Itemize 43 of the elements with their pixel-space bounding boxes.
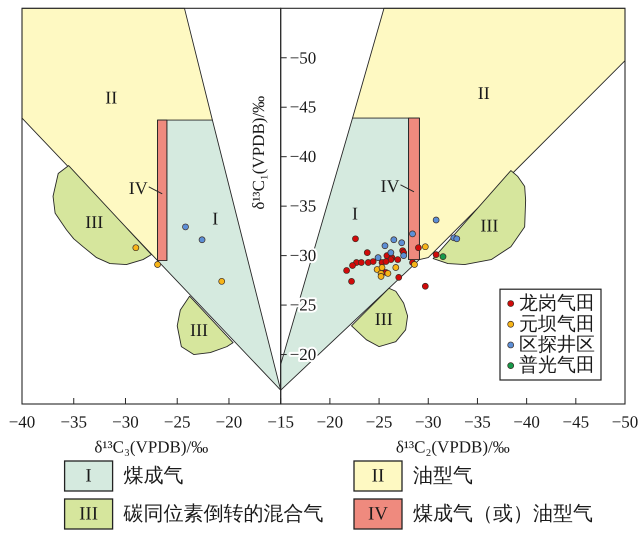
legend-label: 元坝气田 [519,314,595,335]
legend-label: 煤成气（或）油型气 [413,503,593,525]
y-tick-label: −35 [290,196,316,216]
annotation: III [374,309,393,330]
x-tick-label: −50 [612,412,638,432]
x-tick-label: −15 [267,412,294,432]
legend-label: 区探井区 [519,334,595,356]
x-tick-label: −30 [112,412,139,432]
y-tick-label: −50 [290,48,316,68]
x-tick-label: −20 [316,412,344,432]
legend-label: 普光气田 [519,354,595,376]
annotation: III [85,212,104,232]
x-tick-label: −30 [414,412,442,432]
legend-label: 龙岗气田 [519,293,595,314]
x-tick-label: −20 [216,412,242,432]
legend-label: 煤成气 [124,465,184,487]
x-tick-label: −40 [513,412,540,432]
legend-swatch: I [64,460,114,492]
x-tick-label: −40 [8,412,36,432]
x-axis-title: δ¹³C₂(VPDB)/‰ [396,438,510,456]
annotation: IV [380,176,400,196]
x-tick-label: −25 [366,412,392,432]
legend-swatch: II [353,460,403,492]
x-axis-title: δ¹³C₃(VPDB)/‰ [94,438,208,456]
y-axis-title: δ¹³C₁(VPDB)/‰ [249,96,268,210]
legend-label: 碳同位素倒转的混合气 [124,503,324,525]
annotation: II [105,88,118,108]
annotation: IV [128,178,148,198]
x-tick-label: −35 [464,412,491,432]
y-tick-label: −45 [290,98,316,117]
annotation: I [212,208,218,228]
x-tick-label: −35 [60,412,88,432]
legend-label: 油型气 [413,465,473,487]
legend-swatch: IV [353,498,403,530]
annotation: II [478,83,490,104]
annotation: I [352,203,358,224]
legend-swatch: III [64,498,114,530]
y-tick-label: −40 [290,147,316,166]
x-tick-label: −45 [562,412,590,432]
x-tick-label: −25 [164,412,191,432]
annotation: III [480,215,498,236]
y-tick-label: −20 [290,345,316,364]
annotation: III [190,320,208,340]
